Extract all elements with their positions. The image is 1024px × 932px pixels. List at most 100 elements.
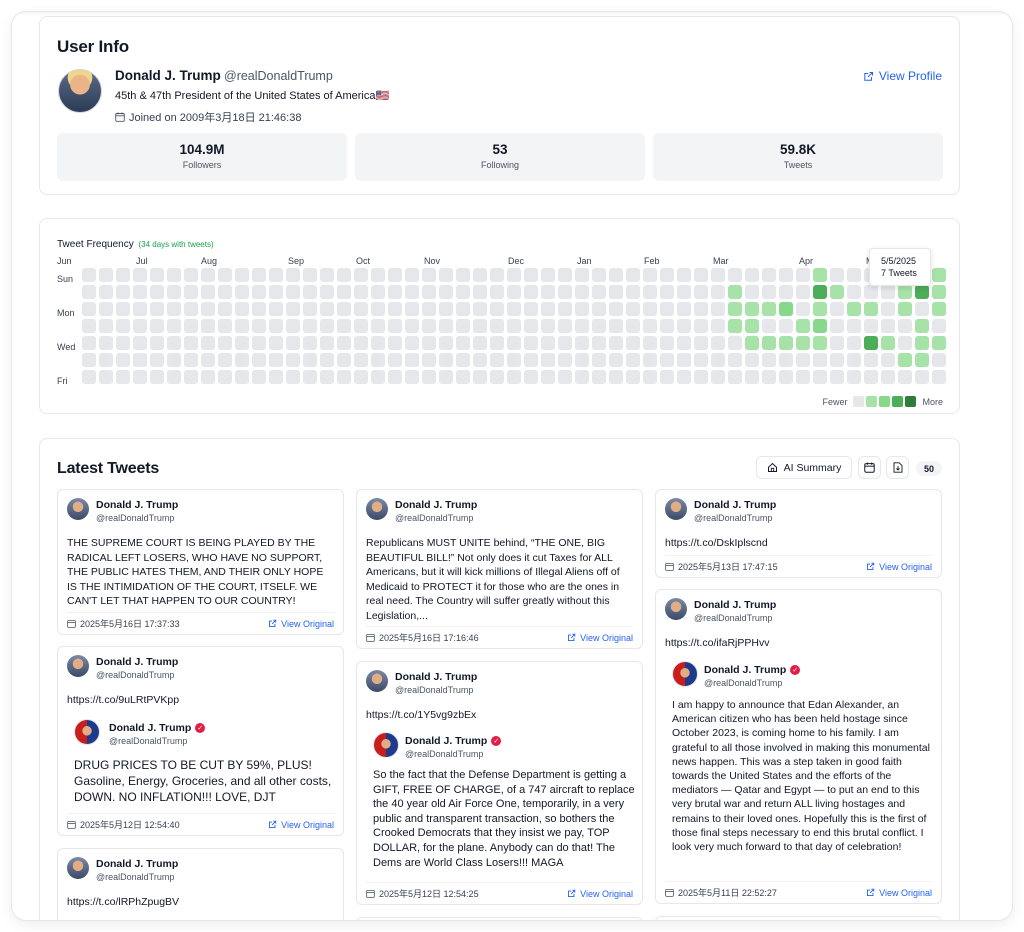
tweet-card[interactable] [356, 917, 643, 920]
heatmap-cell[interactable] [405, 285, 419, 299]
heatmap-cell[interactable] [677, 353, 691, 367]
heatmap-cell[interactable] [490, 336, 504, 350]
heatmap-cell[interactable] [371, 353, 385, 367]
heatmap-cell[interactable] [320, 370, 334, 384]
heatmap-cell[interactable] [303, 285, 317, 299]
ai-summary-button[interactable]: AI Summary [756, 456, 852, 479]
heatmap-cell[interactable] [728, 353, 742, 367]
heatmap-cell[interactable] [184, 353, 198, 367]
heatmap-cell[interactable] [541, 268, 555, 282]
view-original-link[interactable]: View Original [567, 889, 633, 899]
heatmap-cell[interactable] [558, 285, 572, 299]
heatmap-cell[interactable] [643, 285, 657, 299]
heatmap-cell[interactable] [558, 336, 572, 350]
heatmap-cell[interactable] [541, 285, 555, 299]
heatmap-cell[interactable] [660, 370, 674, 384]
heatmap-cell[interactable] [490, 268, 504, 282]
heatmap-cell[interactable] [269, 285, 283, 299]
heatmap-cell[interactable] [592, 336, 606, 350]
heatmap-cell[interactable] [847, 285, 861, 299]
heatmap-cell[interactable] [286, 353, 300, 367]
tweet-card[interactable]: Donald J. Trump @realDonaldTrump https:/… [655, 489, 942, 578]
heatmap-cell[interactable] [898, 353, 912, 367]
heatmap-cell[interactable] [932, 319, 946, 333]
heatmap-cell[interactable] [303, 353, 317, 367]
heatmap-cell[interactable] [269, 353, 283, 367]
heatmap-cell[interactable] [269, 370, 283, 384]
heatmap-cell[interactable] [490, 285, 504, 299]
heatmap-cell[interactable] [473, 268, 487, 282]
heatmap-cell[interactable] [133, 285, 147, 299]
heatmap-cell[interactable] [728, 285, 742, 299]
heatmap-cell[interactable] [660, 302, 674, 316]
heatmap-cell[interactable] [558, 370, 572, 384]
tweet-card[interactable] [655, 916, 942, 920]
heatmap-cell[interactable] [813, 336, 827, 350]
heatmap-cell[interactable] [252, 302, 266, 316]
heatmap-cell[interactable] [677, 302, 691, 316]
heatmap-cell[interactable] [235, 353, 249, 367]
heatmap-cell[interactable] [626, 319, 640, 333]
heatmap-cell[interactable] [762, 370, 776, 384]
heatmap-cell[interactable] [252, 370, 266, 384]
heatmap-cell[interactable] [235, 302, 249, 316]
heatmap-cell[interactable] [932, 268, 946, 282]
heatmap-cell[interactable] [677, 370, 691, 384]
heatmap-cell[interactable] [133, 268, 147, 282]
heatmap-cell[interactable] [915, 336, 929, 350]
heatmap-cell[interactable] [728, 370, 742, 384]
heatmap-cell[interactable] [456, 336, 470, 350]
tweet-card[interactable]: Donald J. Trump @realDonaldTrump https:/… [57, 848, 344, 920]
heatmap-cell[interactable] [439, 370, 453, 384]
tweet-card[interactable]: Donald J. Trump @realDonaldTrump https:/… [655, 589, 942, 904]
heatmap-cell[interactable] [507, 285, 521, 299]
heatmap-cell[interactable] [388, 268, 402, 282]
heatmap-cell[interactable] [473, 285, 487, 299]
heatmap-cell[interactable] [915, 302, 929, 316]
heatmap-cell[interactable] [541, 353, 555, 367]
heatmap-cell[interactable] [524, 285, 538, 299]
heatmap-cell[interactable] [320, 336, 334, 350]
heatmap-cell[interactable] [235, 268, 249, 282]
heatmap-cell[interactable] [609, 268, 623, 282]
heatmap-cell[interactable] [337, 370, 351, 384]
heatmap-cell[interactable] [745, 353, 759, 367]
tweet-card[interactable]: Donald J. Trump @realDonaldTrump Republi… [356, 489, 643, 649]
heatmap-cell[interactable] [473, 353, 487, 367]
heatmap-cell[interactable] [354, 336, 368, 350]
heatmap-cell[interactable] [184, 370, 198, 384]
heatmap-cell[interactable] [847, 370, 861, 384]
heatmap-cell[interactable] [116, 319, 130, 333]
heatmap-cell[interactable] [99, 302, 113, 316]
heatmap-cell[interactable] [830, 268, 844, 282]
heatmap-cell[interactable] [847, 302, 861, 316]
view-original-link[interactable]: View Original [866, 888, 932, 898]
heatmap-cell[interactable] [201, 336, 215, 350]
heatmap-cell[interactable] [677, 336, 691, 350]
heatmap-cell[interactable] [150, 370, 164, 384]
heatmap-cell[interactable] [898, 370, 912, 384]
heatmap-cell[interactable] [847, 319, 861, 333]
heatmap-cell[interactable] [881, 336, 895, 350]
heatmap-cell[interactable] [694, 302, 708, 316]
heatmap-cell[interactable] [354, 370, 368, 384]
heatmap-cell[interactable] [643, 353, 657, 367]
heatmap-cell[interactable] [473, 336, 487, 350]
avatar[interactable] [58, 69, 102, 113]
heatmap-cell[interactable] [609, 285, 623, 299]
heatmap-cell[interactable] [133, 370, 147, 384]
heatmap-cell[interactable] [439, 336, 453, 350]
heatmap-cell[interactable] [694, 268, 708, 282]
heatmap-cell[interactable] [116, 353, 130, 367]
heatmap-cell[interactable] [286, 302, 300, 316]
heatmap-cell[interactable] [507, 353, 521, 367]
heatmap-cell[interactable] [303, 319, 317, 333]
heatmap-cell[interactable] [932, 353, 946, 367]
heatmap-cell[interactable] [201, 302, 215, 316]
view-original-link[interactable]: View Original [268, 619, 334, 629]
heatmap-cell[interactable] [796, 302, 810, 316]
heatmap-cell[interactable] [898, 336, 912, 350]
heatmap-cell[interactable] [405, 302, 419, 316]
heatmap-cell[interactable] [728, 268, 742, 282]
heatmap-cell[interactable] [388, 319, 402, 333]
